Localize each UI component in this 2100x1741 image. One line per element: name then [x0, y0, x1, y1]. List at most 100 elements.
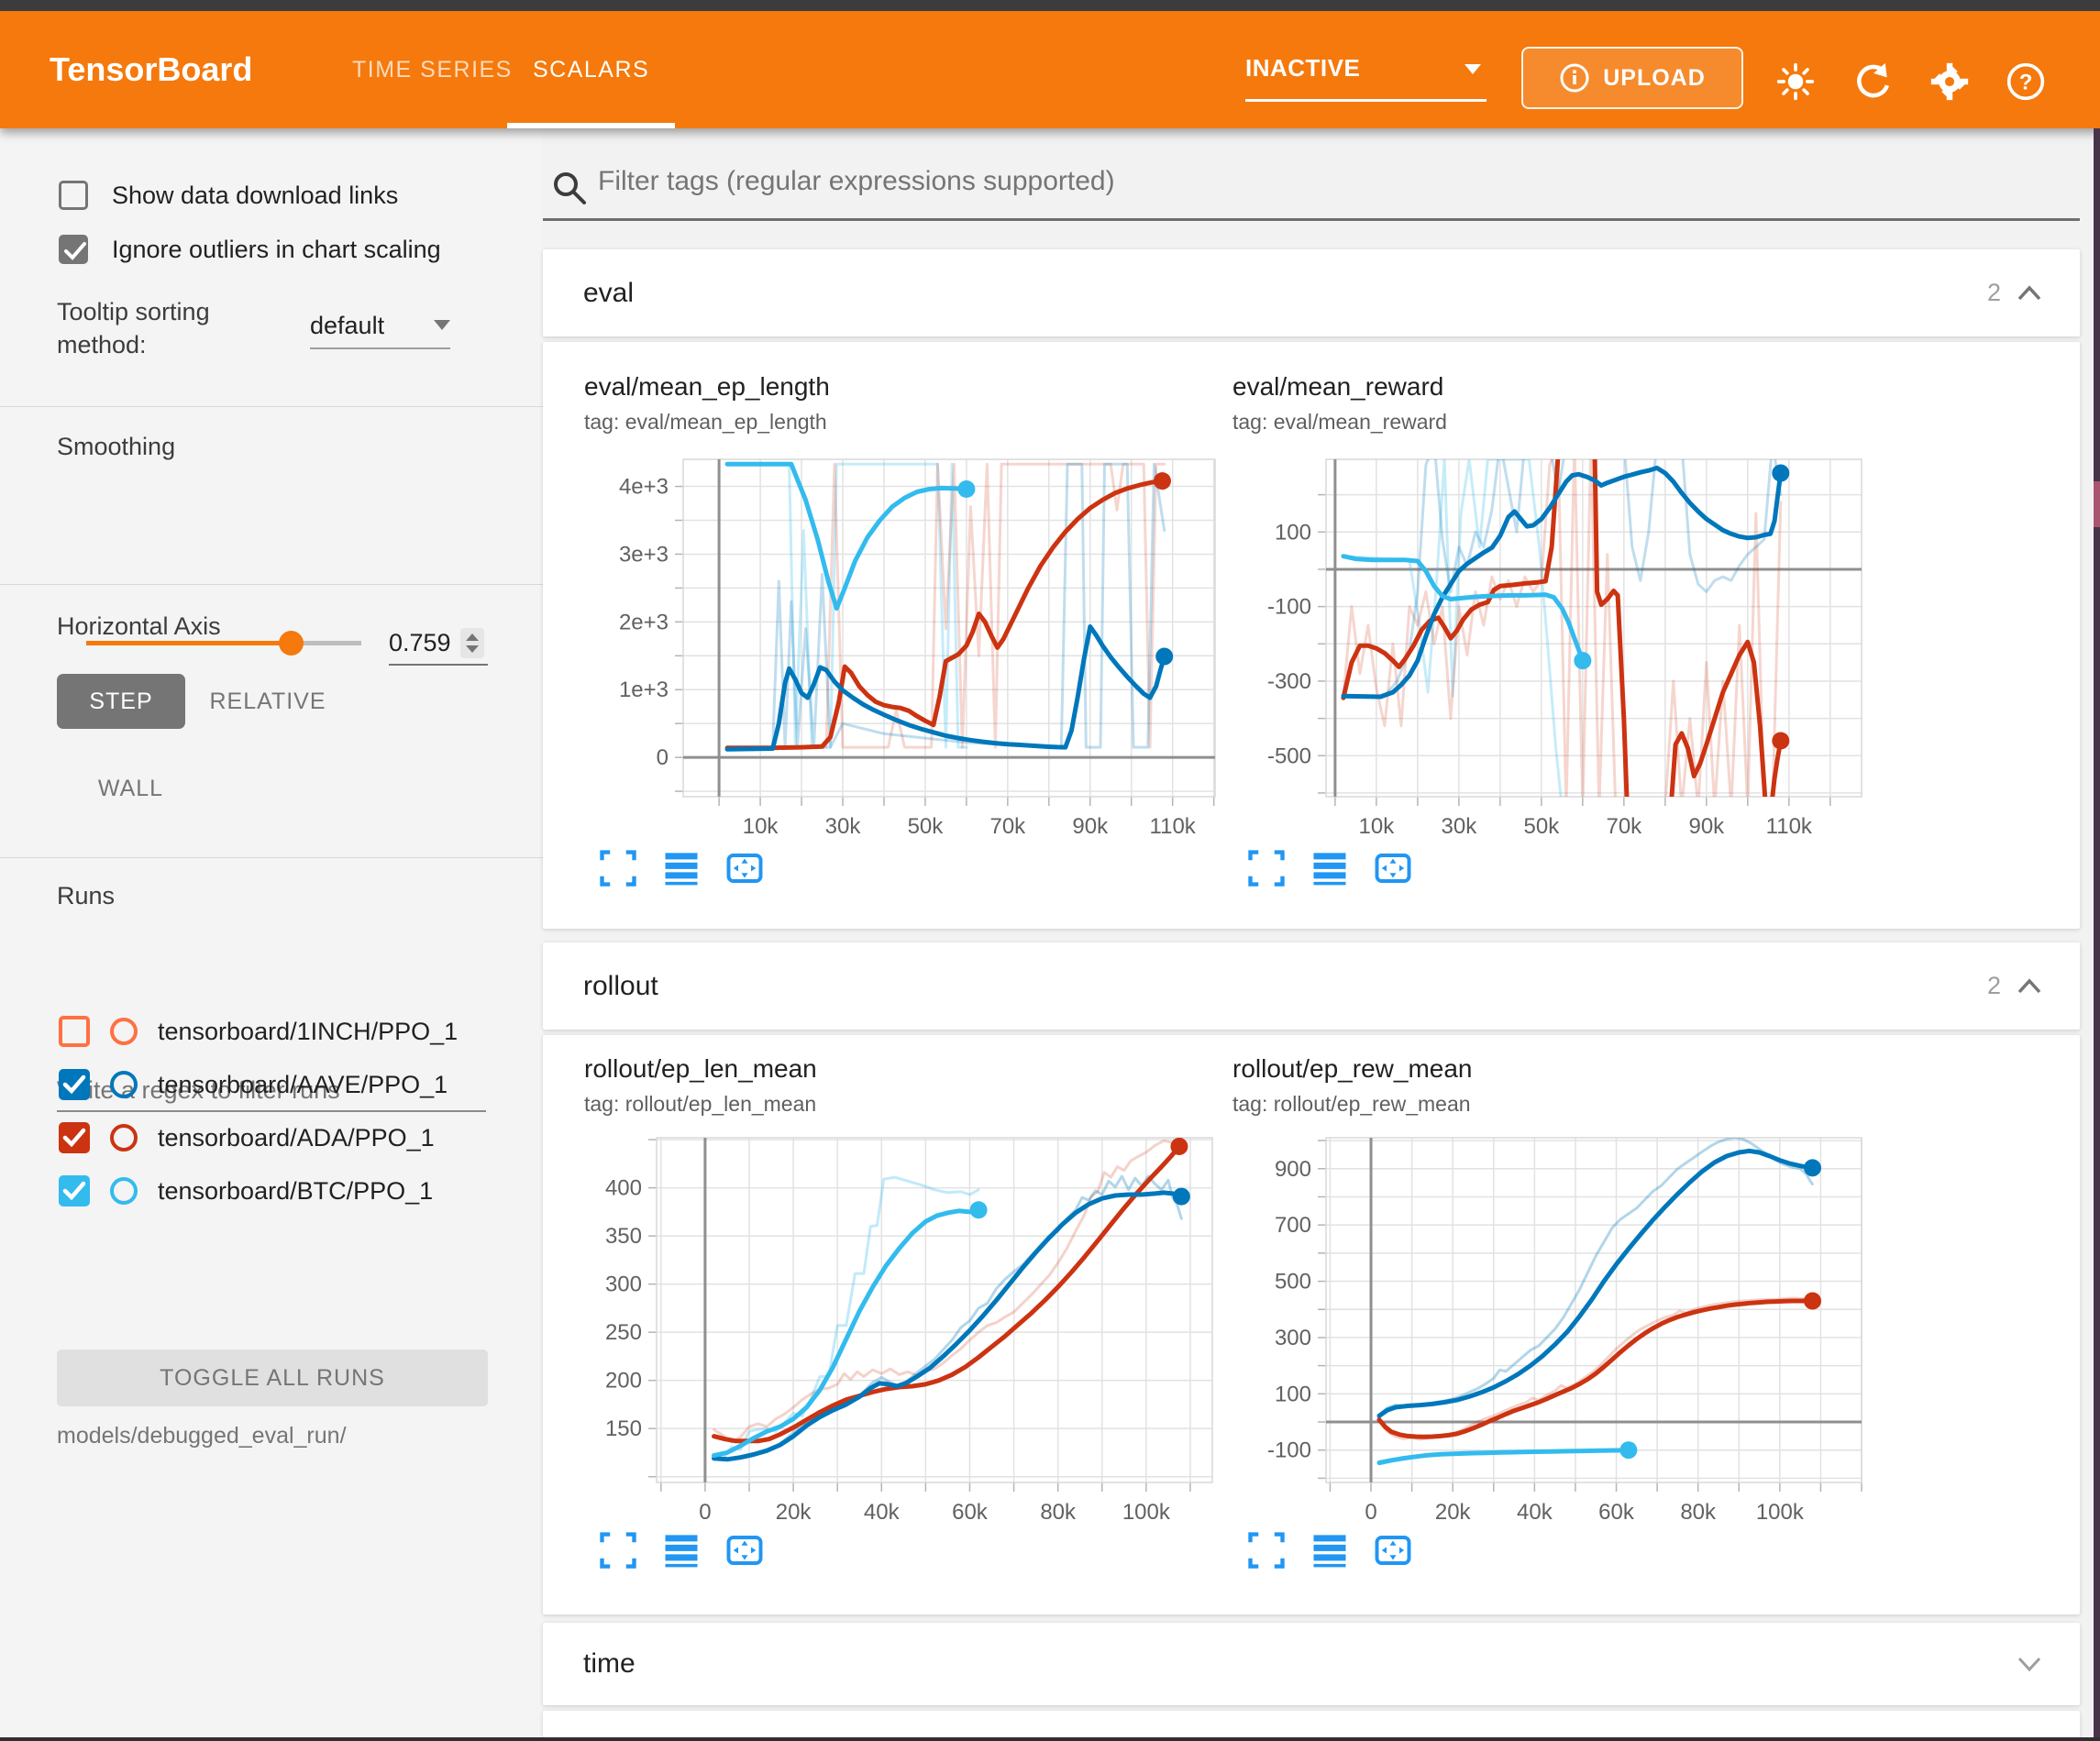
run-checkbox[interactable] [59, 1122, 90, 1153]
app-header: TensorBoard TIME SERIES SCALARS INACTIVE… [0, 11, 2100, 128]
run-row-aave[interactable]: tensorboard/AAVE/PPO_1 [59, 1064, 448, 1105]
slider-thumb[interactable] [279, 631, 304, 656]
svg-text:-100: -100 [1267, 1438, 1311, 1463]
chart-rollout-ep-len-mean: rollout/ep_len_mean tag: rollout/ep_len_… [584, 1054, 1226, 1570]
expand-chart-icon[interactable] [1247, 1531, 1286, 1570]
fit-domain-icon[interactable] [725, 849, 764, 887]
svg-text:30k: 30k [825, 814, 862, 839]
section-header-time[interactable]: time [543, 1623, 2080, 1705]
chart-title: rollout/ep_rew_mean [1232, 1054, 1874, 1084]
chart-rollout-ep-rew-mean: rollout/ep_rew_mean tag: rollout/ep_rew_… [1232, 1054, 1874, 1570]
fit-domain-icon[interactable] [1374, 1531, 1412, 1570]
show-download-links-checkbox[interactable] [59, 181, 88, 210]
svg-text:350: 350 [605, 1224, 642, 1249]
scrollbar-thumb[interactable] [2094, 481, 2100, 527]
run-checkbox[interactable] [59, 1069, 90, 1100]
chevron-up-icon[interactable] [2016, 283, 2043, 303]
section-header-eval[interactable]: eval 2 [543, 249, 2080, 336]
settings-gear-icon[interactable] [1929, 61, 1970, 102]
svg-text:100k: 100k [1756, 1500, 1805, 1525]
svg-text:700: 700 [1275, 1213, 1311, 1238]
svg-text:900: 900 [1275, 1157, 1311, 1182]
svg-text:90k: 90k [1688, 814, 1725, 839]
line-chart[interactable]: 020k40k60k80k100k-100100300500700900 [1232, 1126, 1874, 1529]
axis-button-wall[interactable]: WALL [87, 761, 174, 816]
ignore-outliers-label: Ignore outliers in chart scaling [112, 236, 441, 264]
ignore-outliers-row[interactable]: Ignore outliers in chart scaling [59, 235, 441, 264]
tooltip-sorting-value: default [310, 312, 384, 339]
section-count: 2 [1987, 972, 2001, 1000]
svg-text:10k: 10k [1359, 814, 1396, 839]
brightness-icon[interactable] [1775, 61, 1816, 102]
svg-text:200: 200 [605, 1369, 642, 1394]
svg-text:0: 0 [699, 1500, 711, 1525]
show-download-links-label: Show data download links [112, 182, 398, 210]
svg-text:400: 400 [605, 1176, 642, 1201]
section-content-eval: eval/mean_ep_length tag: eval/mean_ep_le… [543, 342, 2080, 929]
svg-text:1e+3: 1e+3 [619, 678, 669, 702]
section-header-rollout[interactable]: rollout 2 [543, 942, 2080, 1030]
smoothing-value: 0.759 [389, 629, 451, 657]
svg-text:100k: 100k [1122, 1500, 1171, 1525]
expand-chart-icon[interactable] [599, 849, 637, 887]
svg-text:500: 500 [1275, 1270, 1311, 1295]
upload-button[interactable]: UPLOAD [1521, 47, 1743, 109]
run-label: tensorboard/ADA/PPO_1 [158, 1124, 435, 1152]
toggle-all-runs-button[interactable]: TOGGLE ALL RUNS [57, 1350, 488, 1406]
line-chart[interactable]: 10k30k50k70k90k110k100-100-300-500 [1232, 444, 1874, 847]
run-row-ada[interactable]: tensorboard/ADA/PPO_1 [59, 1118, 435, 1158]
axis-button-relative[interactable]: RELATIVE [204, 674, 332, 729]
chart-toolbar [584, 849, 1226, 887]
log-scale-icon[interactable] [662, 849, 701, 887]
filter-tags-input[interactable] [596, 165, 2049, 198]
fit-domain-icon[interactable] [1374, 849, 1412, 887]
sidebar-divider [0, 406, 543, 407]
expand-chart-icon[interactable] [599, 1531, 637, 1570]
run-checkbox[interactable] [59, 1175, 90, 1207]
section-title: eval [583, 278, 634, 309]
chevron-up-icon[interactable] [2016, 976, 2043, 997]
chart-tag: tag: eval/mean_ep_length [584, 410, 1226, 435]
run-checkbox[interactable] [59, 1016, 90, 1047]
svg-text:0: 0 [1365, 1500, 1376, 1525]
chart-tag: tag: rollout/ep_rew_mean [1232, 1092, 1874, 1117]
svg-text:100: 100 [1275, 1382, 1311, 1406]
window-bottom-strip [0, 1737, 2100, 1741]
help-icon[interactable]: ? [2006, 61, 2046, 102]
fit-domain-icon[interactable] [725, 1531, 764, 1570]
vertical-scrollbar[interactable] [2094, 128, 2100, 1737]
chevron-down-icon [434, 320, 450, 330]
chart-title: eval/mean_reward [1232, 372, 1874, 402]
svg-text:3e+3: 3e+3 [619, 542, 669, 567]
tab-time-series[interactable]: TIME SERIES [352, 11, 513, 128]
chart-toolbar [1232, 849, 1874, 887]
line-chart[interactable]: 020k40k60k80k100k150200250300350400 [584, 1126, 1226, 1529]
smoothing-value-box[interactable]: 0.759 [389, 622, 488, 666]
smoothing-stepper[interactable] [460, 628, 484, 658]
tooltip-sorting-label: Tooltip sorting method: [57, 295, 210, 361]
refresh-icon[interactable] [1853, 61, 1894, 102]
show-download-links-row[interactable]: Show data download links [59, 181, 398, 210]
app-title: TensorBoard [50, 11, 252, 128]
ignore-outliers-checkbox[interactable] [59, 235, 88, 264]
run-color-circle [110, 1018, 138, 1045]
tab-scalars[interactable]: SCALARS [533, 11, 649, 128]
smoothing-label: Smoothing [57, 433, 175, 461]
chevron-down-icon [1464, 64, 1481, 74]
log-scale-icon[interactable] [1310, 1531, 1349, 1570]
chevron-down-icon[interactable] [2016, 1654, 2043, 1674]
svg-text:?: ? [2019, 70, 2033, 94]
expand-chart-icon[interactable] [1247, 849, 1286, 887]
log-scale-icon[interactable] [662, 1531, 701, 1570]
chart-toolbar [584, 1531, 1226, 1570]
run-row-btc[interactable]: tensorboard/BTC/PPO_1 [59, 1171, 433, 1211]
line-chart[interactable]: 10k30k50k70k90k110k01e+32e+33e+34e+3 [584, 444, 1226, 847]
svg-text:110k: 110k [1766, 814, 1813, 839]
svg-text:80k: 80k [1040, 1500, 1077, 1525]
axis-button-step[interactable]: STEP [57, 674, 185, 729]
status-dropdown[interactable]: INACTIVE [1245, 42, 1487, 102]
tooltip-sorting-select[interactable]: default [310, 312, 450, 349]
run-row-1inch[interactable]: tensorboard/1INCH/PPO_1 [59, 1011, 458, 1052]
settings-sidebar: Show data download links Ignore outliers… [0, 128, 543, 1741]
log-scale-icon[interactable] [1310, 849, 1349, 887]
